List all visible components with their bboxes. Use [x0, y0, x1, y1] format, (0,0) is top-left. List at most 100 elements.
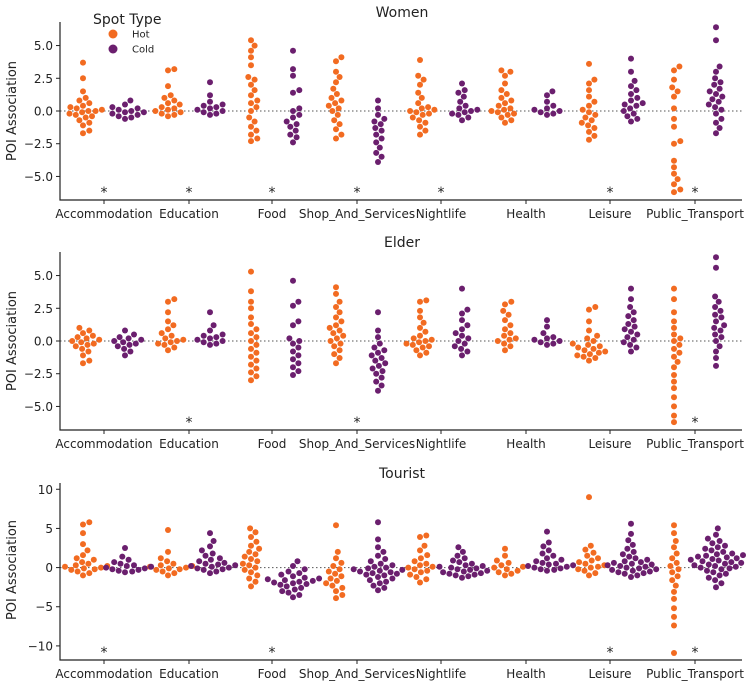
point-cold: [479, 563, 486, 569]
point-hot: [422, 328, 429, 335]
point-hot: [422, 338, 429, 344]
point-hot: [165, 565, 172, 572]
point-cold: [720, 548, 727, 555]
point-cold: [604, 562, 611, 569]
point-hot: [405, 564, 412, 571]
point-cold: [633, 344, 640, 351]
point-cold: [630, 548, 637, 555]
point-cold: [373, 139, 380, 146]
point-cold: [134, 111, 141, 118]
point-hot: [671, 378, 677, 385]
point-hot: [336, 347, 343, 354]
point-hot: [80, 122, 86, 129]
x-tick-label: Shop_And_Services: [299, 667, 415, 681]
point-cold: [639, 100, 646, 107]
point-cold: [630, 110, 637, 117]
point-hot: [507, 105, 514, 112]
point-cold: [216, 555, 223, 562]
point-hot: [417, 332, 423, 339]
point-hot: [586, 327, 592, 334]
point-cold: [292, 127, 299, 134]
point-hot: [339, 592, 346, 598]
point-cold: [709, 96, 716, 103]
point-hot: [676, 349, 683, 356]
point-cold: [117, 560, 124, 567]
point-cold: [207, 530, 213, 537]
point-hot: [671, 331, 677, 338]
point-cold: [381, 572, 388, 579]
point-hot: [251, 87, 258, 94]
point-cold: [103, 564, 110, 571]
point-cold: [702, 545, 709, 552]
point-cold: [625, 313, 632, 320]
point-hot: [417, 81, 423, 88]
point-hot: [422, 127, 429, 134]
point-hot: [671, 309, 677, 316]
point-hot: [669, 555, 676, 562]
point-cold: [540, 330, 547, 337]
point-hot: [333, 68, 339, 75]
point-cold: [716, 343, 723, 350]
point-hot: [508, 97, 515, 104]
point-hot: [333, 79, 339, 86]
point-cold: [642, 563, 649, 570]
point-hot: [591, 98, 598, 105]
panel-women: Women POI Association −5.0−2.50.02.55.0 …: [5, 5, 744, 221]
point-hot: [417, 298, 423, 305]
point-hot: [586, 102, 592, 109]
point-hot: [333, 577, 340, 584]
point-cold: [715, 98, 722, 105]
point-cold: [196, 558, 203, 565]
point-cold: [624, 334, 631, 341]
point-hot: [586, 318, 592, 325]
point-hot: [248, 92, 254, 99]
point-hot: [62, 563, 68, 570]
point-hot: [576, 559, 583, 566]
point-hot: [80, 102, 86, 109]
point-cold: [631, 323, 638, 330]
point-cold: [713, 348, 719, 355]
point-hot: [168, 332, 175, 339]
point-cold: [375, 309, 381, 316]
point-cold: [623, 564, 630, 571]
point-hot: [165, 83, 171, 90]
x-tick-label: Health: [506, 667, 545, 681]
point-cold: [127, 348, 134, 355]
point-hot: [248, 138, 254, 145]
point-hot: [502, 80, 508, 87]
point-hot: [158, 110, 165, 117]
point-hot: [79, 345, 86, 352]
point-hot: [83, 335, 90, 342]
point-hot: [336, 298, 343, 305]
point-cold: [471, 571, 478, 578]
point-hot: [407, 571, 414, 578]
point-hot: [673, 550, 680, 557]
point-hot: [417, 307, 423, 314]
point-cold: [377, 560, 384, 567]
point-cold: [687, 556, 694, 563]
point-cold: [219, 566, 226, 573]
significance-asterisk: *: [607, 645, 614, 661]
significance-asterisk: *: [101, 185, 108, 201]
point-cold: [713, 355, 719, 361]
x-ticks: Accommodation Education Food Shop_And_Servi…: [55, 200, 744, 221]
point-hot: [153, 566, 160, 573]
point-hot: [325, 568, 332, 575]
point-cold: [295, 298, 302, 305]
point-hot: [74, 568, 81, 575]
point-hot: [511, 110, 517, 117]
point-cold: [375, 97, 381, 104]
point-hot: [423, 532, 430, 539]
point-hot: [417, 123, 423, 130]
point-cold: [271, 579, 278, 586]
point-cold: [399, 566, 406, 573]
point-hot: [252, 564, 259, 571]
point-hot: [98, 106, 105, 113]
point-hot: [671, 394, 677, 401]
point-hot: [671, 157, 677, 164]
y-axis-label: POI Association: [5, 520, 20, 620]
point-cold: [464, 322, 471, 329]
point-cold: [371, 344, 378, 351]
point-hot: [252, 529, 259, 536]
significance-asterisk: *: [438, 185, 445, 201]
